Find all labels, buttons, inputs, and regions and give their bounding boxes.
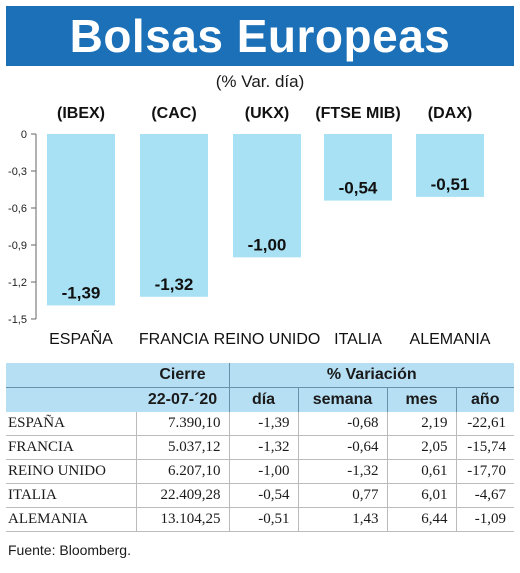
- y-tick-label: -0,3: [8, 166, 27, 178]
- y-tick-label: -0,9: [8, 240, 27, 252]
- row-cierre: 6.207,10: [136, 459, 229, 484]
- bar-value-label: -1,00: [248, 235, 287, 254]
- index-label: (DAX): [428, 105, 472, 122]
- table-row: FRANCIA 5.037,12 -1,32 -0,64 2,05 -15,74: [6, 435, 514, 460]
- bar-value-label: -0,51: [431, 175, 470, 194]
- bar: [140, 134, 208, 297]
- row-semana: 1,43: [297, 507, 387, 532]
- row-anio: -4,67: [455, 483, 514, 508]
- table-header-blank-2: [6, 387, 137, 412]
- bar-value-label: -1,39: [62, 283, 101, 302]
- bar-chart: 0 -0,3 -0,6 -0,9 -1,2 -1,5 -1,39 (IBEX) ESPAÑA -1…: [8, 105, 491, 348]
- table-header-date: 22-07-´20: [136, 387, 229, 412]
- x-category-label: ESPAÑA: [49, 328, 113, 348]
- row-anio: -22,61: [455, 412, 514, 436]
- table-header-blank: [6, 363, 137, 388]
- index-label: (UKX): [245, 105, 289, 122]
- row-mes: 0,61: [386, 459, 456, 484]
- bar-value-label: -0,54: [339, 179, 378, 198]
- row-name: ALEMANIA: [6, 507, 137, 532]
- table-row: ALEMANIA 13.104,25 -0,51 1,43 6,44 -1,09: [6, 507, 514, 532]
- row-cierre: 13.104,25: [136, 507, 229, 532]
- x-category-label: ITALIA: [334, 331, 382, 348]
- table-row: REINO UNIDO 6.207,10 -1,00 -1,32 0,61 -1…: [6, 459, 514, 484]
- row-semana: -0,64: [297, 435, 387, 460]
- table-header-anio: año: [455, 387, 514, 412]
- row-anio: -17,70: [455, 459, 514, 484]
- table-header-variacion: % Variación: [228, 363, 514, 388]
- table-header-row-1: Cierre % Variación: [6, 363, 514, 388]
- row-dia: -1,00: [228, 459, 298, 484]
- index-label: (FTSE MIB): [315, 105, 400, 122]
- chart-subtitle: (% Var. día): [215, 72, 305, 91]
- y-tick-label: -0,6: [8, 203, 27, 215]
- bar: [416, 134, 484, 197]
- table-header-dia: día: [228, 387, 298, 412]
- x-category-label: ALEMANIA: [410, 331, 491, 348]
- table-header-cierre: Cierre: [136, 363, 229, 388]
- table-row: ESPAÑA 7.390,10 -1,39 -0,68 2,19 -22,61: [6, 412, 514, 436]
- x-category-label: REINO UNIDO: [214, 331, 321, 348]
- row-name: ESPAÑA: [6, 412, 137, 436]
- row-semana: -1,32: [297, 459, 387, 484]
- y-tick-label: 0: [21, 129, 27, 141]
- row-name: ITALIA: [6, 483, 137, 508]
- row-semana: 0,77: [297, 483, 387, 508]
- row-anio: -15,74: [455, 435, 514, 460]
- stock-table: Cierre % Variación 22-07-´20 día semana …: [6, 363, 514, 532]
- row-cierre: 5.037,12: [136, 435, 229, 460]
- bar: [47, 134, 115, 306]
- row-semana: -0,68: [297, 412, 387, 436]
- table-header-mes: mes: [386, 387, 456, 412]
- row-anio: -1,09: [455, 507, 514, 532]
- title-banner: Bolsas Europeas: [6, 6, 514, 66]
- table-row: ITALIA 22.409,28 -0,54 0,77 6,01 -4,67: [6, 483, 514, 508]
- row-name: REINO UNIDO: [6, 459, 137, 484]
- row-name: FRANCIA: [6, 435, 137, 460]
- row-mes: 6,44: [386, 507, 456, 532]
- row-cierre: 7.390,10: [136, 412, 229, 436]
- row-dia: -1,39: [228, 412, 298, 436]
- row-mes: 2,05: [386, 435, 456, 460]
- table-header-row-2: 22-07-´20 día semana mes año: [6, 387, 514, 412]
- y-tick-label: -1,2: [8, 277, 27, 289]
- index-label: (IBEX): [57, 105, 105, 122]
- row-cierre: 22.409,28: [136, 483, 229, 508]
- x-category-label: FRANCIA: [139, 331, 210, 348]
- index-label: (CAC): [151, 105, 196, 122]
- y-tick-label: -1,5: [8, 314, 27, 326]
- row-mes: 2,19: [386, 412, 456, 436]
- source-note: Fuente: Bloomberg.: [8, 542, 131, 558]
- bar: [233, 134, 301, 258]
- bar-value-label: -1,32: [155, 275, 194, 294]
- bar: [324, 134, 392, 201]
- table-header-semana: semana: [297, 387, 387, 412]
- row-dia: -0,51: [228, 507, 298, 532]
- row-dia: -1,32: [228, 435, 298, 460]
- row-mes: 6,01: [386, 483, 456, 508]
- chart-title: Bolsas Europeas: [69, 10, 451, 62]
- row-dia: -0,54: [228, 483, 298, 508]
